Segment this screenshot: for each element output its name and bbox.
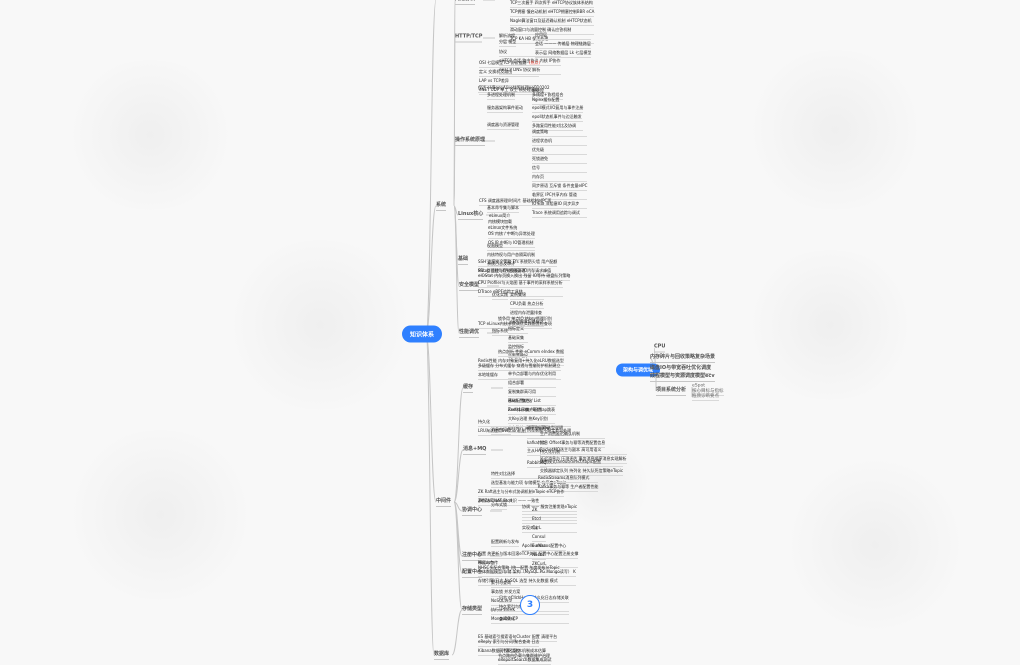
leaf-block[interactable]: 基本命令集与脚本	[487, 205, 519, 213]
subcategory[interactable]: 基础	[458, 255, 468, 265]
right-branch[interactable]: CPU	[654, 344, 665, 353]
leaf-block[interactable]: 消息中间件	[491, 427, 511, 435]
right-leaf: 瓶颈诊断要点	[692, 393, 719, 401]
category-c2[interactable]: 中间件	[436, 497, 451, 507]
bg-blotch	[60, 430, 260, 600]
bg-blotch	[220, 240, 420, 410]
leaf-block[interactable]: 主从HA	[527, 448, 541, 456]
leaf-block[interactable]: epoll模式I/O复用与事件注册epoll状态机事件与边沿触发多路复用性能对比…	[532, 105, 583, 131]
subcategory[interactable]: HTTP/TCP	[455, 34, 482, 43]
right-branch[interactable]: 内存碎片与回收策略复杂场景	[650, 353, 715, 363]
leaf-block[interactable]: 多进程处理机制	[487, 92, 515, 100]
subcategory[interactable]: 性能调优	[459, 328, 479, 338]
subcategory[interactable]: 操作系统原理	[455, 136, 485, 146]
leaf-block[interactable]: 优化实践	[492, 292, 508, 300]
hot-tag: (热点)	[529, 60, 540, 68]
chapter-node-3[interactable]: 3	[520, 595, 540, 615]
leaf-block[interactable]: 调度器与资源管理	[487, 122, 519, 130]
right-branch[interactable]: 线程模型与资源调度模型ecv	[650, 372, 715, 382]
category-c1[interactable]: 系统	[436, 201, 446, 211]
subcategory[interactable]: 网络协议	[455, 0, 475, 5]
leaf-block[interactable]: 配置刷新与发布	[491, 539, 519, 547]
bg-blotch	[780, 460, 970, 630]
leaf-block[interactable]: Nginx缓存配置	[532, 97, 560, 105]
mindmap-root[interactable]: 知识体系	[402, 326, 442, 343]
leaf-block[interactable]: eReportSearch数据集成测试	[498, 657, 551, 665]
leaf-block[interactable]: 分层 模型	[499, 39, 516, 47]
leaf-block[interactable]: 热点剖析 性能 eComm eIndex 数据	[498, 349, 564, 357]
leaf-block[interactable]: 分布式锁	[491, 502, 507, 510]
bg-blotch	[740, 250, 920, 400]
leaf-block[interactable]: Apollo eNacos配置中心	[522, 543, 566, 551]
subcategory[interactable]: 协调中心	[462, 506, 482, 516]
subcategory[interactable]: 安全模型	[459, 281, 479, 291]
subcategory[interactable]: Linux核心	[458, 210, 483, 220]
leaf-block[interactable]: 协调 —— 服务注册发现eTopic实现对比	[522, 504, 577, 533]
leaf-block[interactable]: 指标系统	[492, 328, 508, 336]
subcategory[interactable]: 存储类型	[462, 605, 482, 615]
right-branch[interactable]: 项目系统分析	[656, 386, 686, 396]
subcategory[interactable]: 消息+MQ	[463, 445, 486, 455]
bg-blotch	[60, 60, 240, 210]
subcategory[interactable]: 缓存	[463, 383, 473, 393]
leaf-block[interactable]: 服务器架构事件驱动	[487, 105, 523, 113]
category-c3[interactable]: 数据库	[434, 650, 449, 660]
bg-blotch	[740, 50, 930, 210]
